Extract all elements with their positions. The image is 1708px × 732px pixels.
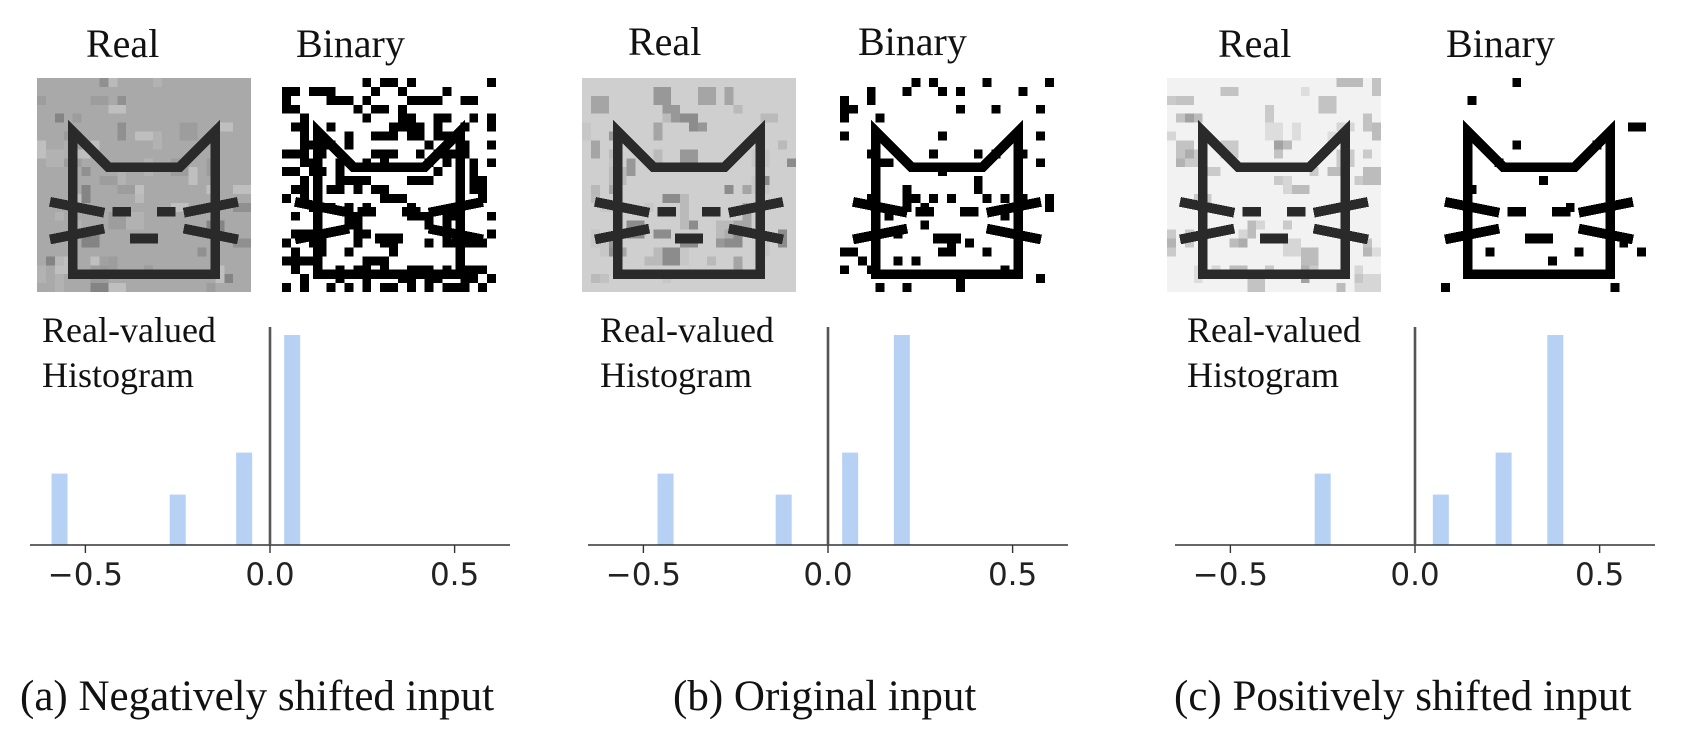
x-tick-label: 0.5 <box>1575 557 1624 593</box>
caption: (b) Original input <box>673 673 977 720</box>
histogram-bar <box>1314 473 1331 545</box>
histogram: −0.5 0.0 0.5 Real-valued Histogram <box>578 310 1078 630</box>
histogram: −0.5 0.0 0.5 Real-valued Histogram <box>20 310 520 630</box>
binary-cat-image <box>840 78 1054 292</box>
histogram-bar <box>284 335 301 545</box>
binary-cat-image <box>282 78 496 292</box>
caption: (c) Positively shifted input <box>1174 673 1632 720</box>
histogram-bar <box>236 452 253 545</box>
panel-b: Real Binary −0.5 0.0 0.5 Real-valued Histogr… <box>568 0 1128 732</box>
x-tick-label: 0.0 <box>803 557 852 593</box>
x-tick-label: −0.5 <box>606 557 681 593</box>
histogram-bar <box>775 494 792 545</box>
x-tick-label: 0.5 <box>988 557 1037 593</box>
real-label: Real <box>628 19 702 64</box>
histogram-bar <box>1432 494 1449 545</box>
real-cat-image <box>1167 78 1381 292</box>
histogram-svg: −0.5 0.0 0.5 Real-valued Histogram <box>588 310 1068 593</box>
histogram-annotation: Real-valued <box>600 310 774 350</box>
x-tick-label: 0.0 <box>245 557 294 593</box>
histogram-bar <box>51 473 68 545</box>
histogram-annotation: Histogram <box>42 355 194 395</box>
real-label: Real <box>86 21 160 66</box>
histogram-svg: −0.5 0.0 0.5 Real-valued Histogram <box>30 310 510 593</box>
x-tick-label: 0.5 <box>430 557 479 593</box>
real-label: Real <box>1218 21 1292 66</box>
histogram-annotation: Histogram <box>600 355 752 395</box>
histogram-bar <box>1547 335 1564 545</box>
histogram-annotation: Real-valued <box>1187 310 1361 350</box>
panel-c: Real Binary −0.5 0.0 0.5 Real-valued Histogr… <box>1140 0 1700 732</box>
panel-a: Real Binary −0.5 0.0 0.5 Real-valued Histogr… <box>0 0 560 732</box>
histogram-bar <box>169 494 186 545</box>
binary-label: Binary <box>858 19 967 64</box>
x-tick-label: −0.5 <box>1193 557 1268 593</box>
caption: (a) Negatively shifted input <box>20 673 495 720</box>
histogram-bar <box>657 473 674 545</box>
binary-cat-image <box>1432 78 1646 292</box>
histogram-annotation: Real-valued <box>42 310 216 350</box>
histogram: −0.5 0.0 0.5 Real-valued Histogram <box>1165 310 1665 630</box>
histogram-bar <box>893 335 910 545</box>
real-cat-image <box>582 78 796 292</box>
histogram-annotation: Histogram <box>1187 355 1339 395</box>
histogram-bar <box>842 452 859 545</box>
histogram-svg: −0.5 0.0 0.5 Real-valued Histogram <box>1175 310 1655 593</box>
binary-label: Binary <box>296 21 405 66</box>
x-tick-label: 0.0 <box>1390 557 1439 593</box>
x-tick-label: −0.5 <box>48 557 123 593</box>
histogram-bar <box>1495 452 1512 545</box>
binary-label: Binary <box>1446 21 1555 66</box>
real-cat-image <box>37 78 251 292</box>
